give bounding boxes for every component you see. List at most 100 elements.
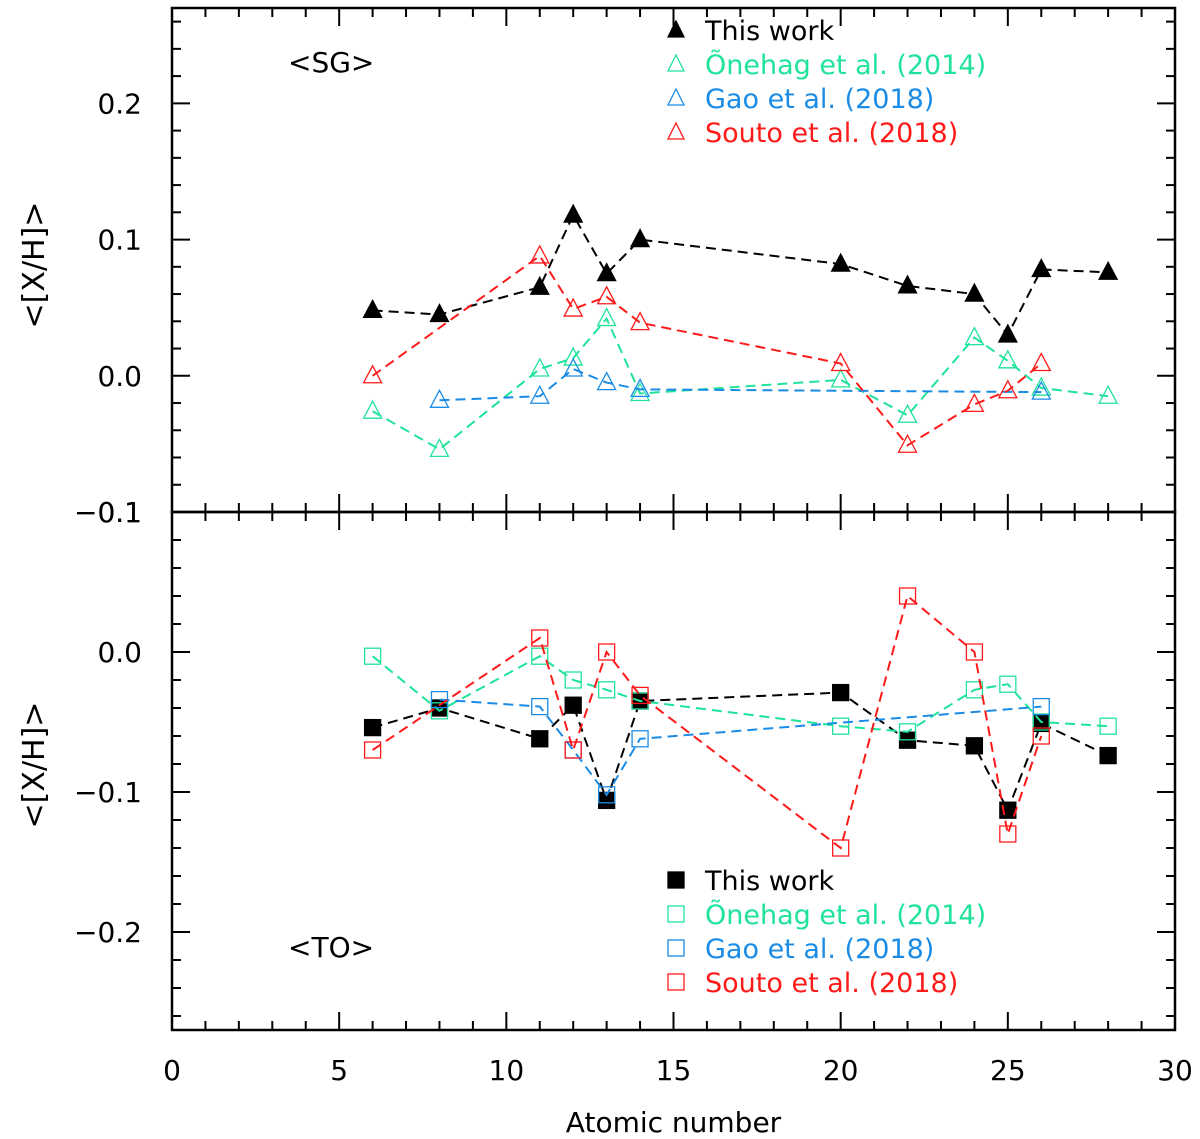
data-point (1098, 260, 1119, 280)
x-tick-label: 5 (330, 1054, 348, 1087)
legend-entry: This work (704, 866, 834, 897)
data-point (531, 629, 549, 647)
legend-marker (667, 973, 685, 991)
data-point (1031, 380, 1052, 400)
data-point (597, 786, 616, 804)
data-point (964, 282, 985, 302)
data-point (362, 364, 383, 384)
data-point (1098, 384, 1119, 404)
data-point (563, 357, 584, 377)
data-point (563, 203, 584, 223)
data-point (898, 587, 917, 605)
data-point (629, 382, 651, 402)
data-point (1031, 258, 1052, 278)
x-tick-label: 30 (1157, 1054, 1193, 1087)
series-line (371, 655, 1109, 733)
data-point (529, 357, 550, 377)
legend-entry: Souto et al. (2018) (705, 118, 958, 149)
x-tick-label: 10 (489, 1054, 525, 1087)
x-tick-label: 0 (163, 1054, 181, 1087)
data-point (531, 647, 549, 665)
x-tick-label: 15 (656, 1054, 692, 1087)
data-point (629, 228, 651, 248)
top-plot-frame (170, 6, 1177, 514)
data-point (965, 681, 984, 699)
legend-entry: Õnehag et al. (2014) (705, 899, 986, 931)
data-point (897, 433, 918, 453)
x-tick-label: 20 (823, 1054, 859, 1087)
data-point (1032, 714, 1050, 733)
data-point (964, 392, 985, 413)
data-point (997, 323, 1018, 343)
series-line (372, 254, 1042, 447)
y-tick-label: −0.2 (74, 916, 142, 949)
data-point (429, 303, 450, 323)
data-point (430, 690, 449, 709)
data-point (897, 403, 918, 423)
legend-marker (666, 87, 686, 106)
data-point (999, 675, 1017, 693)
data-point (596, 262, 617, 282)
data-point (564, 741, 582, 759)
data-point (965, 643, 984, 661)
data-point (629, 378, 651, 398)
series-line (372, 316, 1109, 451)
data-point (1031, 376, 1052, 396)
data-point (897, 274, 918, 294)
legend-entry: Gao et al. (2018) (705, 934, 934, 965)
data-point (999, 825, 1017, 843)
panel-label: <SG> (288, 46, 374, 79)
legend-entry: Souto et al. (2018) (705, 968, 958, 999)
legend-entry: This work (704, 16, 834, 47)
data-point (429, 437, 450, 457)
data-point (997, 349, 1018, 369)
data-point (832, 683, 850, 702)
data-point (631, 730, 649, 748)
data-point (564, 741, 582, 759)
data-point (363, 718, 382, 737)
data-point (898, 723, 917, 741)
series-line (439, 698, 1042, 797)
y-tick-label: 0.2 (97, 87, 142, 120)
y-tick-label: −0.1 (74, 776, 142, 809)
x-axis-label: Atomic number (566, 1106, 782, 1139)
series-line (372, 212, 1109, 337)
legend-marker (666, 19, 686, 38)
data-point (531, 697, 549, 716)
y-tick-label: 0.0 (97, 636, 142, 669)
data-point (564, 671, 582, 689)
data-point (1032, 727, 1050, 745)
data-point (1031, 352, 1052, 372)
data-point (363, 647, 382, 665)
data-point (1099, 746, 1117, 765)
legend-marker (666, 53, 686, 72)
y-tick-label: 0.1 (97, 224, 142, 257)
top-panel: −0.1 0.0 0.1 0.2 <[X/H]> <SG> This workÕnehag … (17, 6, 1177, 529)
data-point (997, 379, 1018, 399)
data-point (529, 244, 550, 264)
data-point (362, 299, 383, 319)
data-point (830, 352, 851, 372)
y-tick-label: −0.1 (74, 496, 142, 529)
data-point (529, 275, 550, 295)
x-tick-label: 25 (990, 1054, 1026, 1087)
series-line (439, 367, 1042, 402)
bottom-panel: −0.2 −0.1 0.0 0.1 0 5 10 15 20 25 30 Atomic number <… (17, 496, 1193, 1139)
data-point (563, 346, 584, 366)
data-point (1099, 717, 1117, 735)
data-point (964, 326, 985, 346)
legend-entry: Õnehag et al. (2014) (705, 49, 986, 81)
panel-label: <TO> (288, 931, 374, 964)
data-point (629, 311, 651, 331)
legend-marker (667, 871, 685, 889)
data-point (529, 384, 550, 404)
data-point (832, 717, 850, 735)
data-point (596, 307, 617, 327)
data-point (563, 297, 584, 317)
y-axis-label: <[X/H]> (17, 202, 52, 329)
data-point (531, 730, 549, 748)
y-axis-label: <[X/H]> (17, 702, 52, 829)
legend-marker (666, 121, 686, 140)
legend-marker (667, 905, 685, 923)
